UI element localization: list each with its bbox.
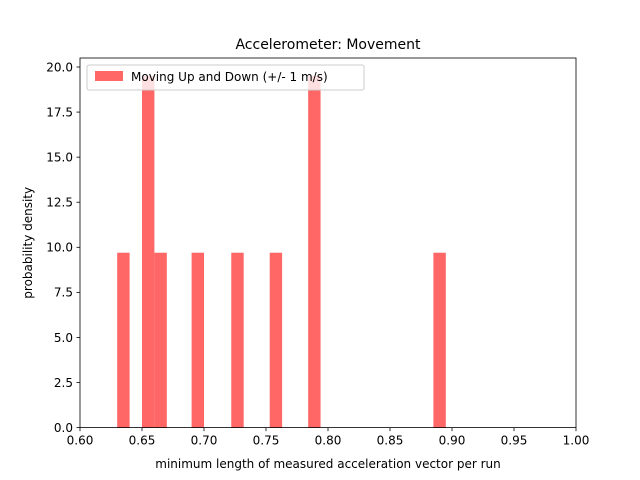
y-tick-label: 20.0: [46, 60, 73, 74]
x-tick-label: 0.85: [377, 434, 404, 448]
y-tick-label: 17.5: [46, 105, 73, 119]
histogram-bar: [117, 252, 130, 428]
x-tick-label: 0.80: [315, 434, 342, 448]
x-tick-label: 0.95: [501, 434, 528, 448]
histogram-bar: [231, 252, 244, 428]
y-tick-label: 15.0: [46, 150, 73, 164]
x-axis-ticks: 0.60 0.65 0.70 0.75 0.80 0.85 0.90 0.95 1.00: [67, 427, 590, 448]
y-tick-label: 5.0: [54, 331, 73, 345]
x-tick-label: 0.90: [439, 434, 466, 448]
y-tick-label: 0.0: [54, 421, 73, 435]
histogram-bar: [142, 76, 155, 428]
x-tick-label: 1.00: [563, 434, 590, 448]
histogram-bar: [191, 252, 204, 428]
x-tick-label: 0.65: [129, 434, 156, 448]
y-tick-label: 12.5: [46, 196, 73, 210]
legend: Moving Up and Down (+/- 1 m/s): [86, 64, 365, 91]
x-tick-label: 0.60: [67, 434, 94, 448]
histogram-bars: [117, 76, 446, 428]
histogram-bar: [308, 76, 321, 428]
x-tick-label: 0.70: [191, 434, 218, 448]
y-tick-label: 2.5: [54, 376, 73, 390]
legend-label: Moving Up and Down (+/- 1 m/s): [131, 70, 328, 84]
histogram-bar: [154, 252, 167, 428]
x-axis-label: minimum length of measured acceleration …: [155, 457, 500, 471]
y-tick-label: 10.0: [46, 241, 73, 255]
y-axis-ticks: 0.0 2.5 5.0 7.5 10.0 12.5 15.0 17.5 20.0: [46, 60, 80, 435]
x-tick-label: 0.75: [253, 434, 280, 448]
histogram-bar: [433, 252, 446, 428]
histogram-bar: [269, 252, 283, 428]
legend-swatch: [95, 71, 123, 81]
legend-box: [86, 64, 365, 91]
chart-title: Accelerometer: Movement: [235, 37, 421, 53]
y-tick-label: 7.5: [54, 286, 73, 300]
y-axis-label: probability density: [21, 187, 35, 299]
plot-frame: [79, 57, 577, 429]
